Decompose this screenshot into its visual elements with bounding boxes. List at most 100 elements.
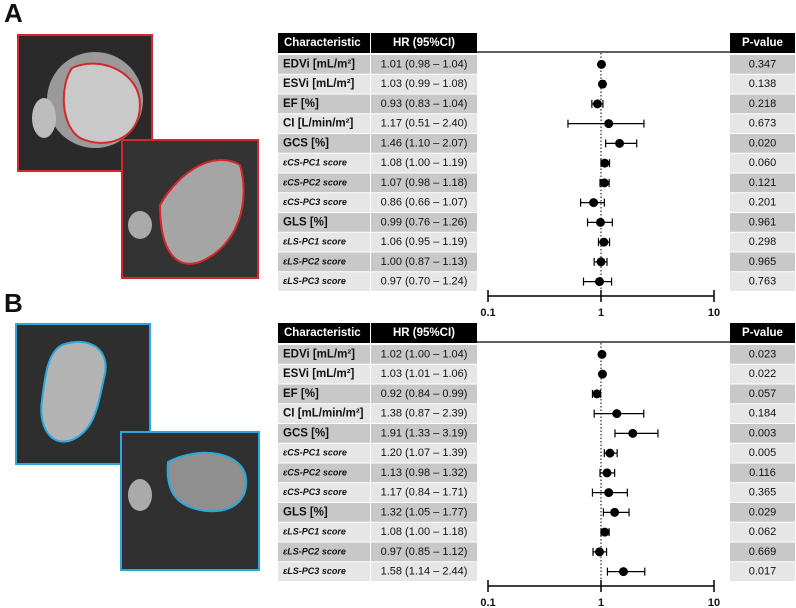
row-cell	[371, 345, 477, 364]
row-label: εCS-PC3 score	[283, 487, 347, 497]
hr-point	[602, 468, 612, 478]
x-tick-label: 1	[598, 597, 604, 608]
row-label: GLS [%]	[283, 506, 328, 518]
row-cell	[371, 364, 477, 384]
row-cell	[278, 74, 370, 94]
header-cell	[730, 323, 795, 343]
p-value: 0.763	[749, 276, 777, 288]
row-cell	[278, 153, 370, 173]
row-cell	[730, 542, 795, 562]
row-cell	[730, 483, 795, 502]
p-value: 0.669	[749, 546, 777, 558]
hr-label: 1.07 (0.98 – 1.18)	[381, 177, 468, 189]
column-header: HR (95%CI)	[393, 37, 455, 49]
row-label: EF [%]	[283, 98, 319, 110]
row-cell	[730, 503, 795, 522]
hr-point	[595, 547, 605, 557]
row-cell	[278, 443, 370, 463]
p-value: 0.218	[749, 98, 777, 110]
p-value: 0.961	[749, 216, 777, 228]
hr-point	[592, 389, 602, 399]
row-label: EF [%]	[283, 388, 319, 400]
row-cell	[730, 134, 795, 153]
p-value: 0.298	[749, 236, 777, 248]
hr-point	[610, 507, 620, 517]
hr-point	[618, 567, 628, 577]
header-cell	[278, 33, 370, 53]
mri-images-b	[15, 323, 260, 571]
p-value: 0.003	[749, 427, 777, 439]
header-cell	[371, 323, 477, 343]
x-tick-label: 10	[708, 307, 720, 319]
row-cell	[371, 463, 477, 483]
p-value: 0.062	[749, 526, 777, 538]
hr-label: 1.03 (0.99 – 1.08)	[381, 78, 468, 90]
row-label: εLS-PC1 score	[283, 527, 346, 537]
p-value: 0.121	[749, 177, 777, 189]
x-tick-label: 0.1	[480, 597, 495, 608]
hr-point	[628, 428, 638, 438]
row-cell	[371, 74, 477, 94]
row-cell	[371, 114, 477, 133]
hr-point	[600, 527, 610, 537]
hr-label: 0.86 (0.66 – 1.07)	[381, 197, 468, 209]
row-cell	[278, 94, 370, 114]
row-label: CI [mL/min/m²]	[283, 408, 364, 420]
row-label: εCS-PC3 score	[283, 197, 347, 207]
row-cell	[371, 443, 477, 463]
hr-label: 1.00 (0.87 – 1.13)	[381, 256, 468, 268]
hr-label: 1.17 (0.84 – 1.71)	[381, 487, 468, 499]
hr-label: 1.06 (0.95 – 1.19)	[381, 236, 468, 248]
row-cell	[278, 272, 370, 291]
row-cell	[278, 463, 370, 483]
row-cell	[278, 404, 370, 423]
row-label: GCS [%]	[283, 137, 329, 149]
row-cell	[730, 424, 795, 443]
header-cell	[278, 323, 370, 343]
hr-point	[600, 158, 610, 168]
row-label: εLS-PC3 score	[283, 276, 346, 286]
row-cell	[278, 173, 370, 193]
p-value: 0.005	[749, 447, 777, 459]
column-header: P-value	[742, 327, 783, 339]
row-label: CI [L/min/m²]	[283, 118, 353, 130]
row-cell	[371, 384, 477, 404]
hr-label: 1.08 (1.00 – 1.18)	[381, 526, 468, 538]
hr-point	[596, 257, 606, 267]
row-cell	[371, 272, 477, 291]
hr-label: 0.93 (0.83 – 1.04)	[381, 98, 468, 110]
hr-point	[589, 198, 599, 208]
column-header: Characteristic	[284, 37, 361, 49]
hr-point	[592, 99, 602, 109]
row-cell	[371, 232, 477, 252]
hr-label: 0.97 (0.70 – 1.24)	[381, 276, 468, 288]
row-cell	[371, 134, 477, 153]
row-label: εLS-PC2 score	[283, 546, 346, 556]
hr-label: 1.17 (0.51 – 2.40)	[381, 118, 468, 130]
hr-label: 1.58 (1.14 – 2.44)	[381, 566, 468, 578]
hr-label: 1.08 (1.00 – 1.19)	[381, 157, 468, 169]
panel-label: A	[4, 0, 23, 28]
row-label: GCS [%]	[283, 427, 329, 439]
p-value: 0.347	[749, 58, 777, 70]
row-cell	[278, 384, 370, 404]
row-cell	[730, 345, 795, 364]
row-label: ESVi [mL/m²]	[283, 78, 355, 90]
row-cell	[278, 345, 370, 364]
row-cell	[278, 503, 370, 522]
p-value: 0.020	[749, 137, 777, 149]
row-label: εCS-PC1 score	[283, 448, 347, 458]
row-cell	[278, 114, 370, 133]
hr-point	[599, 237, 609, 247]
row-cell	[278, 193, 370, 212]
row-cell	[730, 404, 795, 423]
row-cell	[278, 483, 370, 502]
row-cell	[730, 213, 795, 232]
row-cell	[371, 562, 477, 581]
row-cell	[371, 483, 477, 502]
p-value: 0.029	[749, 506, 777, 518]
row-label: εCS-PC2 score	[283, 177, 347, 187]
row-cell	[371, 193, 477, 212]
hr-point	[612, 409, 622, 419]
